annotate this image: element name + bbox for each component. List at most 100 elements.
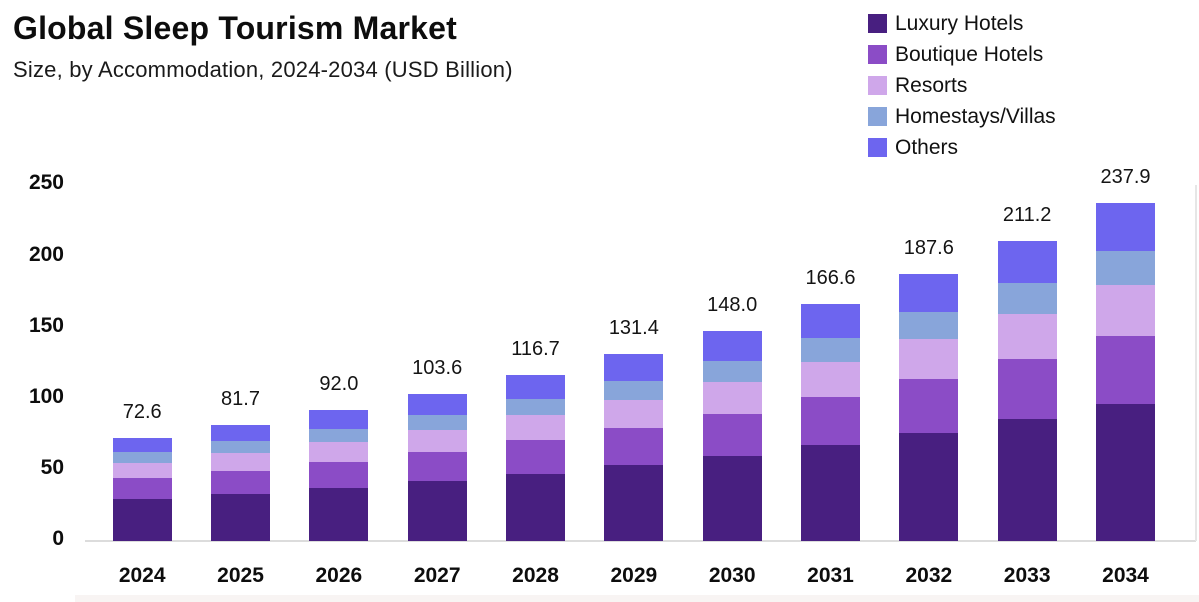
y-axis-tick-0: 0 — [52, 527, 64, 550]
legend-item-luxury-hotels: Luxury Hotels — [868, 8, 1056, 39]
bar-segment-2030-boutique-hotels — [702, 413, 762, 456]
legend-label: Luxury Hotels — [895, 11, 1024, 35]
bar-segment-2024-boutique-hotels — [112, 478, 172, 500]
chart-header: Global Sleep Tourism Market Size, by Acc… — [13, 10, 513, 83]
x-axis-tick-2027: 2027 — [413, 564, 461, 587]
bar-segment-2033-resorts — [997, 313, 1057, 359]
bar-segment-2027-others — [407, 393, 467, 415]
bar-segment-2033-luxury-hotels — [997, 419, 1057, 541]
legend-item-boutique-hotels: Boutique Hotels — [868, 39, 1056, 70]
bar-segment-2030-resorts — [702, 382, 762, 414]
bar-2033 — [997, 240, 1057, 541]
bar-segment-2031-others — [801, 304, 860, 338]
value-label-2034: 237.9 — [1100, 165, 1151, 188]
bar-segment-2028-others — [506, 375, 566, 399]
bar-segment-2033-others — [997, 240, 1057, 284]
legend: Luxury Hotels Boutique Hotels Resorts Homes… — [868, 8, 1056, 163]
legend-swatch-icon — [868, 76, 887, 95]
legend-item-homestays-villas: Homestays/Villas — [868, 101, 1056, 132]
legend-swatch-icon — [868, 138, 887, 157]
bar-segment-2032-homestays-villas — [899, 312, 959, 340]
bar-segment-2024-luxury-hotels — [112, 499, 172, 541]
bar-2027 — [407, 393, 467, 541]
footer-band — [75, 595, 1199, 602]
x-axis-tick-2024: 2024 — [118, 564, 166, 587]
x-axis-tick-2028: 2028 — [512, 564, 559, 587]
value-label-2028: 116.7 — [511, 338, 560, 361]
bar-segment-2026-homestays-villas — [309, 428, 369, 443]
bar-2032 — [899, 274, 959, 541]
chart-title: Global Sleep Tourism Market — [13, 10, 458, 46]
bar-segment-2028-resorts — [506, 415, 566, 441]
bar-segment-2032-others — [899, 274, 959, 313]
bar-segment-2025-homestays-villas — [211, 441, 271, 454]
bar-2025 — [211, 424, 271, 541]
bar-segment-2025-resorts — [211, 453, 271, 471]
bar-segment-2030-luxury-hotels — [702, 455, 762, 541]
y-axis-tick-200: 200 — [28, 242, 64, 266]
bar-segment-2034-homestays-villas — [1096, 250, 1155, 286]
bar-segment-2031-resorts — [801, 361, 860, 398]
bar-segment-2030-others — [702, 330, 762, 361]
bar-segment-2025-boutique-hotels — [211, 470, 271, 494]
legend-label: Boutique Hotels — [895, 42, 1044, 66]
legend-item-others: Others — [868, 132, 1056, 163]
y-axis-tick-50: 50 — [40, 455, 64, 479]
bar-segment-2032-resorts — [899, 339, 959, 380]
y-axis-tick-100: 100 — [28, 384, 64, 408]
bar-segment-2034-others — [1096, 202, 1155, 251]
bar-2028 — [506, 375, 566, 541]
legend-swatch-icon — [868, 107, 887, 126]
x-axis-tick-2032: 2032 — [905, 564, 953, 587]
value-label-2033: 211.2 — [1002, 203, 1052, 226]
bar-segment-2027-resorts — [407, 429, 467, 452]
bar-2029 — [604, 354, 664, 541]
bar-segment-2031-luxury-hotels — [801, 445, 860, 541]
bar-segment-2029-luxury-hotels — [604, 465, 664, 541]
x-axis-tick-2025: 2025 — [217, 564, 264, 587]
x-axis-tick-2030: 2030 — [708, 564, 756, 587]
bar-segment-2033-homestays-villas — [997, 283, 1057, 314]
bar-segment-2024-others — [112, 437, 172, 453]
legend-item-resorts: Resorts — [868, 70, 1056, 101]
value-label-2025: 81.7 — [221, 387, 260, 410]
bar-segment-2025-luxury-hotels — [211, 493, 271, 541]
bar-segment-2034-resorts — [1096, 285, 1155, 337]
bar-segment-2030-homestays-villas — [702, 360, 762, 383]
value-label-2027: 103.6 — [412, 356, 463, 379]
bar-segment-2026-boutique-hotels — [309, 461, 369, 488]
bar-segment-2026-resorts — [309, 442, 369, 462]
bar-segment-2029-homestays-villas — [604, 380, 664, 400]
x-axis-tick-2033: 2033 — [1003, 564, 1051, 587]
x-axis-line — [85, 540, 1196, 542]
bar-segment-2026-others — [309, 410, 369, 429]
value-label-2031: 166.6 — [805, 267, 856, 290]
bar-segment-2033-boutique-hotels — [997, 358, 1057, 420]
x-axis-tick-2034: 2034 — [1102, 564, 1149, 587]
bar-segment-2027-homestays-villas — [407, 414, 467, 430]
value-label-2032: 187.6 — [903, 237, 954, 260]
legend-label: Resorts — [895, 73, 968, 97]
chart-subtitle: Size, by Accommodation, 2024-2034 (USD B… — [13, 56, 513, 82]
plot-right-border — [1195, 185, 1197, 541]
value-label-2026: 92.0 — [319, 373, 359, 396]
y-axis-tick-150: 150 — [28, 313, 64, 337]
bar-segment-2034-boutique-hotels — [1096, 336, 1155, 405]
bar-segment-2032-luxury-hotels — [899, 432, 959, 541]
value-label-2024: 72.6 — [122, 400, 162, 423]
bar-segment-2028-luxury-hotels — [506, 473, 566, 541]
bar-segment-2025-others — [211, 424, 271, 442]
x-axis-tick-2026: 2026 — [315, 564, 363, 587]
bar-segment-2026-luxury-hotels — [309, 487, 369, 541]
bar-2034 — [1096, 202, 1155, 541]
bar-2024 — [112, 437, 172, 541]
bar-segment-2027-boutique-hotels — [407, 451, 467, 482]
bar-segment-2029-others — [604, 354, 664, 381]
bar-segment-2029-resorts — [604, 399, 664, 428]
x-axis-tick-2029: 2029 — [610, 564, 658, 587]
bar-segment-2024-resorts — [112, 462, 172, 479]
bar-2030 — [702, 330, 762, 541]
bar-segment-2032-boutique-hotels — [899, 379, 959, 433]
value-label-2030: 148.0 — [707, 293, 758, 316]
